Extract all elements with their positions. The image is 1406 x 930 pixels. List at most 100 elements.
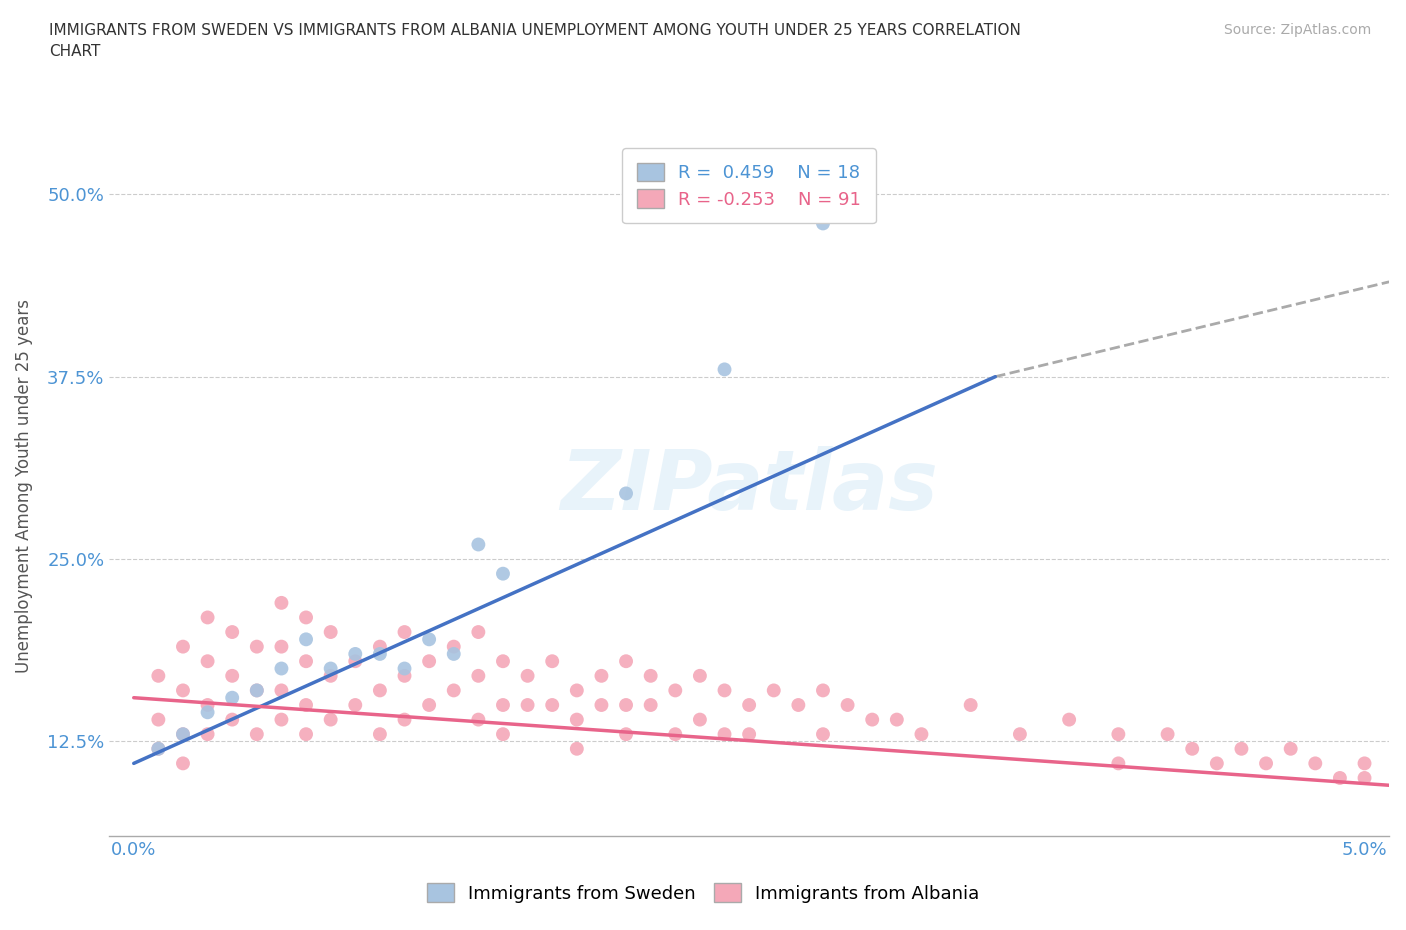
Point bbox=[516, 669, 538, 684]
Point bbox=[689, 712, 711, 727]
Point bbox=[221, 669, 243, 684]
Point bbox=[467, 625, 489, 640]
Point bbox=[270, 639, 292, 654]
Point bbox=[614, 654, 637, 669]
Point bbox=[640, 669, 662, 684]
Point bbox=[148, 712, 170, 727]
Text: Source: ZipAtlas.com: Source: ZipAtlas.com bbox=[1223, 23, 1371, 37]
Text: ZIPatlas: ZIPatlas bbox=[560, 445, 938, 526]
Point bbox=[541, 654, 564, 669]
Point bbox=[197, 610, 219, 625]
Point bbox=[787, 698, 810, 712]
Point bbox=[565, 741, 588, 756]
Point bbox=[295, 631, 318, 646]
Point bbox=[591, 669, 613, 684]
Point bbox=[344, 698, 367, 712]
Point bbox=[640, 698, 662, 712]
Point bbox=[1107, 726, 1129, 741]
Point bbox=[246, 683, 269, 698]
Point bbox=[1303, 756, 1326, 771]
Point bbox=[418, 631, 440, 646]
Point bbox=[443, 646, 465, 661]
Point bbox=[246, 683, 269, 698]
Point bbox=[467, 537, 489, 551]
Point bbox=[1230, 741, 1253, 756]
Point bbox=[467, 712, 489, 727]
Point bbox=[148, 669, 170, 684]
Point bbox=[565, 683, 588, 698]
Point bbox=[959, 698, 981, 712]
Point bbox=[418, 654, 440, 669]
Point bbox=[172, 726, 194, 741]
Point bbox=[197, 705, 219, 720]
Point bbox=[1354, 756, 1376, 771]
Point bbox=[492, 698, 515, 712]
Point bbox=[394, 625, 416, 640]
Point bbox=[1354, 771, 1376, 786]
Point bbox=[270, 683, 292, 698]
Point bbox=[148, 741, 170, 756]
Point bbox=[368, 726, 391, 741]
Text: IMMIGRANTS FROM SWEDEN VS IMMIGRANTS FROM ALBANIA UNEMPLOYMENT AMONG YOUTH UNDER: IMMIGRANTS FROM SWEDEN VS IMMIGRANTS FRO… bbox=[49, 23, 1021, 60]
Point bbox=[1107, 756, 1129, 771]
Point bbox=[664, 726, 686, 741]
Point bbox=[614, 698, 637, 712]
Point bbox=[246, 639, 269, 654]
Point bbox=[614, 726, 637, 741]
Point bbox=[319, 661, 342, 676]
Point bbox=[886, 712, 908, 727]
Point bbox=[713, 362, 735, 377]
Legend: Immigrants from Sweden, Immigrants from Albania: Immigrants from Sweden, Immigrants from … bbox=[418, 874, 988, 911]
Point bbox=[368, 646, 391, 661]
Point bbox=[1057, 712, 1080, 727]
Point bbox=[319, 712, 342, 727]
Point bbox=[270, 661, 292, 676]
Point bbox=[1329, 771, 1351, 786]
Point bbox=[394, 669, 416, 684]
Point bbox=[516, 698, 538, 712]
Point bbox=[591, 698, 613, 712]
Point bbox=[295, 610, 318, 625]
Point bbox=[295, 726, 318, 741]
Point bbox=[811, 216, 834, 231]
Point bbox=[1254, 756, 1277, 771]
Point bbox=[295, 698, 318, 712]
Point bbox=[319, 669, 342, 684]
Point bbox=[738, 698, 761, 712]
Point bbox=[344, 654, 367, 669]
Point bbox=[811, 683, 834, 698]
Point bbox=[197, 726, 219, 741]
Point bbox=[689, 669, 711, 684]
Point bbox=[394, 661, 416, 676]
Point bbox=[270, 712, 292, 727]
Y-axis label: Unemployment Among Youth under 25 years: Unemployment Among Youth under 25 years bbox=[15, 299, 32, 673]
Point bbox=[394, 712, 416, 727]
Point bbox=[368, 639, 391, 654]
Point bbox=[762, 683, 785, 698]
Point bbox=[221, 712, 243, 727]
Point bbox=[172, 726, 194, 741]
Point bbox=[541, 698, 564, 712]
Point bbox=[172, 639, 194, 654]
Point bbox=[664, 683, 686, 698]
Point bbox=[910, 726, 932, 741]
Point bbox=[565, 712, 588, 727]
Point bbox=[270, 595, 292, 610]
Legend: R =  0.459    N = 18, R = -0.253    N = 91: R = 0.459 N = 18, R = -0.253 N = 91 bbox=[623, 149, 876, 223]
Point bbox=[492, 566, 515, 581]
Point bbox=[197, 698, 219, 712]
Point bbox=[172, 756, 194, 771]
Point bbox=[837, 698, 859, 712]
Point bbox=[295, 654, 318, 669]
Point bbox=[319, 625, 342, 640]
Point bbox=[713, 683, 735, 698]
Point bbox=[467, 669, 489, 684]
Point bbox=[172, 683, 194, 698]
Point bbox=[418, 698, 440, 712]
Point bbox=[1181, 741, 1204, 756]
Point bbox=[246, 726, 269, 741]
Point bbox=[1205, 756, 1227, 771]
Point bbox=[492, 726, 515, 741]
Point bbox=[344, 646, 367, 661]
Point bbox=[443, 639, 465, 654]
